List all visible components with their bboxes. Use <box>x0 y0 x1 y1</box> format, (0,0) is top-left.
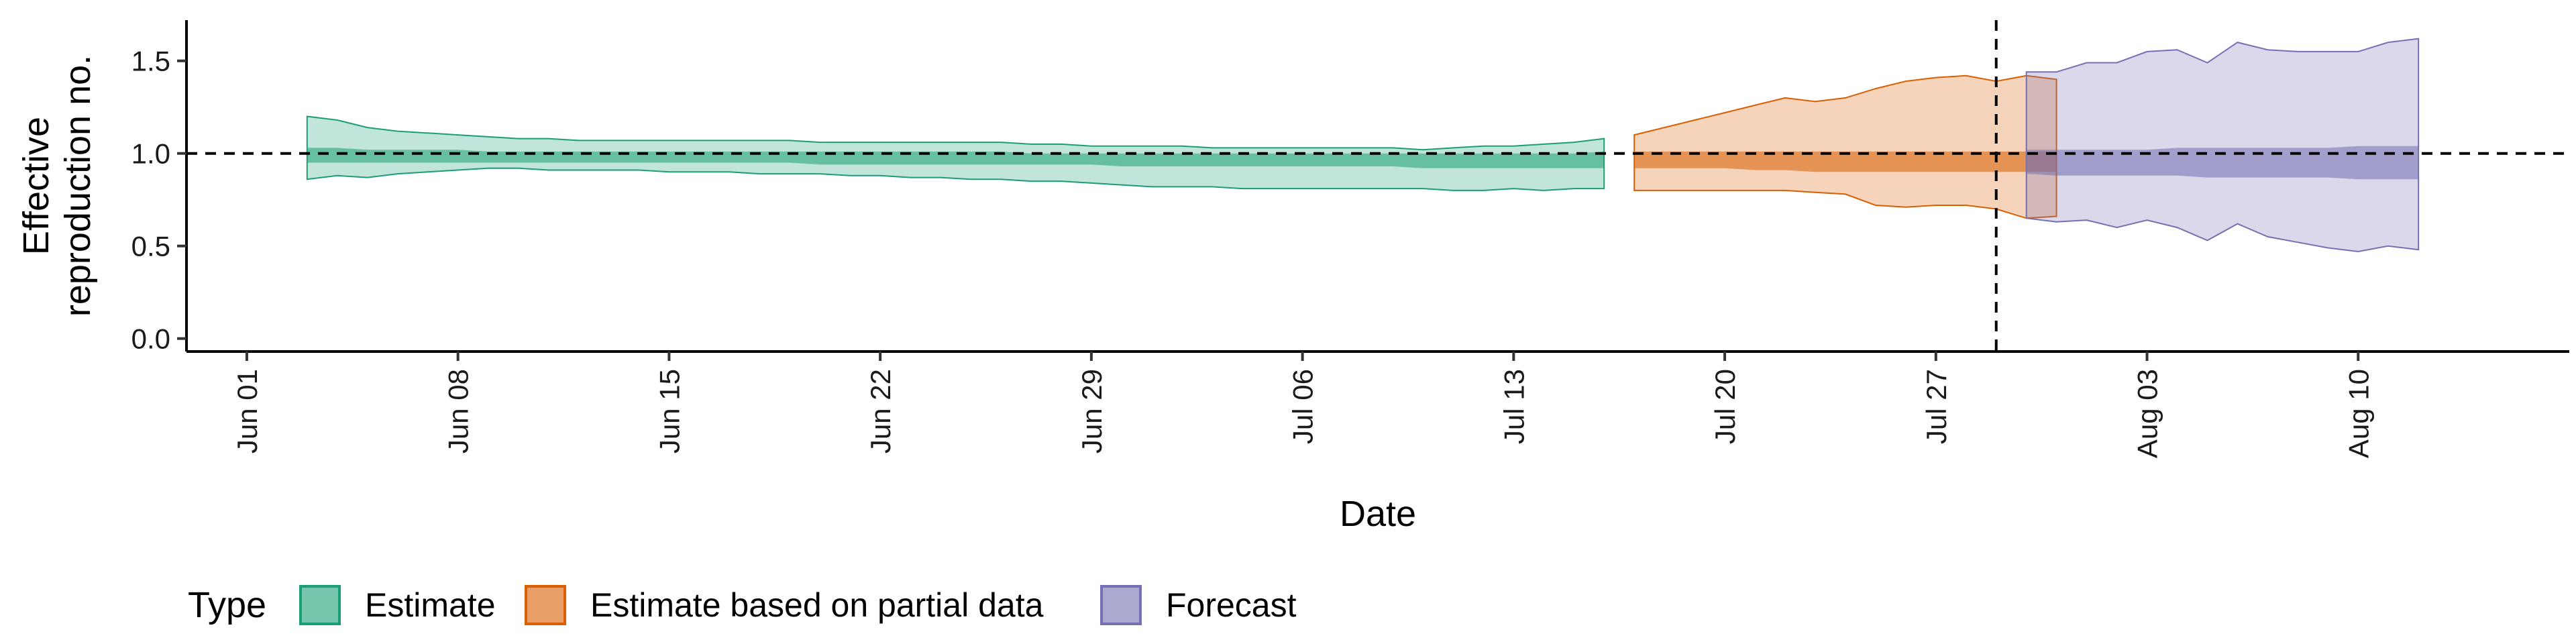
series-2-outer-band <box>2025 38 2420 253</box>
y-tick-label: 0.5 <box>131 231 170 262</box>
x-tick-label: Jul 13 <box>1498 369 1529 444</box>
legend-label-1: Estimate based on partial data <box>590 586 1044 624</box>
x-tick-label: Jun 01 <box>231 369 263 453</box>
x-tick-label: Jun 15 <box>653 369 685 453</box>
y-tick-label: 0.0 <box>131 323 170 355</box>
x-axis-label: Date <box>1340 494 1416 534</box>
series-1-inner-band <box>1634 151 2057 172</box>
y-axis-label-line: reproduction no. <box>58 55 98 317</box>
legend-label-0: Estimate <box>365 586 496 624</box>
x-tick-label: Aug 03 <box>2132 369 2163 458</box>
legend-label-2: Forecast <box>1166 586 1297 624</box>
y-tick-label: 1.5 <box>131 46 170 77</box>
x-tick-label: Jul 20 <box>1709 369 1741 444</box>
series-2-inner-band <box>2026 146 2419 180</box>
series-0-group <box>306 115 1605 191</box>
axes: 0.0 0.5 1.0 1.5 Jun 01 Jun 08 Jun 15 Jun 22 Jun … <box>131 20 2569 458</box>
x-tick-label: Jun 29 <box>1076 369 1108 453</box>
x-tick-label: Jun 22 <box>865 369 896 453</box>
legend-key-1 <box>525 585 566 625</box>
reference-lines <box>186 20 2569 352</box>
series-0-inner-band <box>307 148 1605 168</box>
y-tick-label: 1.0 <box>131 138 170 170</box>
series-2-group <box>2025 38 2420 253</box>
y-axis-label-line: Effective <box>16 117 56 255</box>
legend-key-0 <box>299 585 341 625</box>
x-tick-label: Jul 06 <box>1287 369 1319 444</box>
legend: Type Estimate Estimate based on partial da… <box>188 585 1297 625</box>
series-1-group <box>1633 74 2057 219</box>
ribbons-layer <box>306 38 2420 253</box>
legend-title: Type <box>188 585 266 625</box>
x-tick-label: Jun 08 <box>443 369 474 453</box>
x-tick-label: Jul 27 <box>1921 369 1952 444</box>
legend-key-2 <box>1100 585 1142 625</box>
y-axis-label: Effectivereproduction no. <box>16 55 98 317</box>
x-tick-label: Aug 10 <box>2343 369 2374 458</box>
series-1-outer-band <box>1633 74 2057 219</box>
